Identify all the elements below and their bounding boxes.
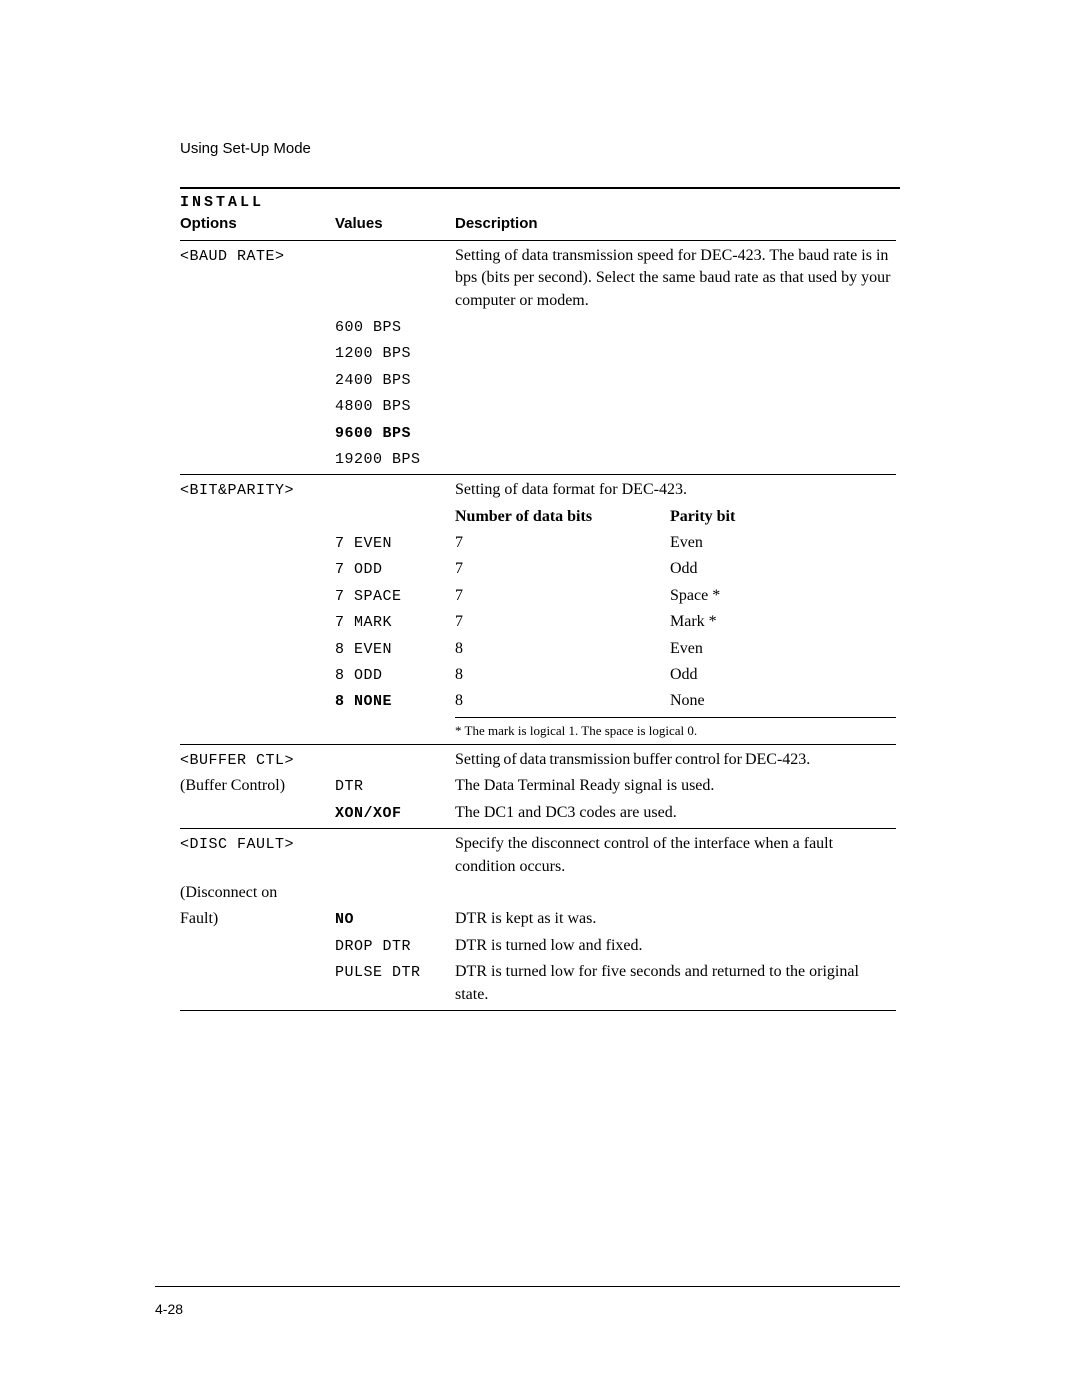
bitparity-option: <BIT&PARITY> <box>180 482 294 499</box>
col-head-values: Values <box>335 215 383 232</box>
bufferctl-sub: (Buffer Control) <box>180 773 335 799</box>
baudrate-val-3: 4800 BPS <box>335 398 411 415</box>
bc-d1: The DC1 and DC3 codes are used. <box>455 800 900 826</box>
section-header: Using Set-Up Mode <box>180 140 900 157</box>
bp-b5: 8 <box>455 664 670 686</box>
bp-b0: 7 <box>455 532 670 554</box>
df-d1: DTR is turned low and fixed. <box>455 933 900 959</box>
bp-v0: 7 EVEN <box>335 535 392 552</box>
baudrate-desc: Setting of data transmission speed for D… <box>455 243 900 314</box>
bc-v0: DTR <box>335 778 364 795</box>
bufferctl-desc: Setting of data transmission buffer cont… <box>455 747 900 773</box>
bc-v1: XON/XOF <box>335 805 402 822</box>
bp-b4: 8 <box>455 638 670 660</box>
df-v0: NO <box>335 911 354 928</box>
bp-v1: 7 ODD <box>335 561 383 578</box>
baudrate-val-1: 1200 BPS <box>335 345 411 362</box>
page-content: Using Set-Up Mode INSTALL Options Values… <box>0 0 1080 1013</box>
bp-p0: Even <box>670 532 896 554</box>
options-table: INSTALL Options Values Description <BAUD… <box>180 189 900 1013</box>
bp-b3: 7 <box>455 611 670 633</box>
bitparity-footnote: * The mark is logical 1. The space is lo… <box>455 720 900 742</box>
baudrate-val-2: 2400 BPS <box>335 372 411 389</box>
bp-v2: 7 SPACE <box>335 588 402 605</box>
baudrate-val-0: 600 BPS <box>335 319 402 336</box>
df-v2: PULSE DTR <box>335 964 421 981</box>
discfault-sub1: (Disconnect on <box>180 880 335 906</box>
bitparity-subcol1: Number of data bits <box>455 506 670 528</box>
bufferctl-option: <BUFFER CTL> <box>180 752 294 769</box>
col-head-options-2: Options <box>180 215 237 232</box>
bp-p2: Space * <box>670 585 896 607</box>
bp-p3: Mark * <box>670 611 896 633</box>
bp-v6: 8 NONE <box>335 693 392 710</box>
bitparity-desc: Setting of data format for DEC-423. <box>455 477 900 503</box>
bitparity-subcol2: Parity bit <box>670 506 896 528</box>
bp-p5: Odd <box>670 664 896 686</box>
bp-p4: Even <box>670 638 896 660</box>
bp-b6: 8 <box>455 690 670 712</box>
bp-p1: Odd <box>670 558 896 580</box>
footer-rule <box>155 1286 900 1287</box>
baudrate-val-4: 9600 BPS <box>335 425 411 442</box>
bp-b1: 7 <box>455 558 670 580</box>
discfault-desc: Specify the disconnect control of the in… <box>455 831 900 880</box>
discfault-option: <DISC FAULT> <box>180 836 294 853</box>
df-v1: DROP DTR <box>335 938 411 955</box>
bp-v4: 8 EVEN <box>335 641 392 658</box>
page-number: 4-28 <box>155 1301 900 1317</box>
baudrate-val-5: 19200 BPS <box>335 451 421 468</box>
bp-b2: 7 <box>455 585 670 607</box>
baudrate-option: <BAUD RATE> <box>180 248 285 265</box>
col-head-options-1: INSTALL <box>180 194 264 211</box>
col-head-description: Description <box>455 215 538 232</box>
bc-d0: The Data Terminal Ready signal is used. <box>455 773 900 799</box>
page-footer: 4-28 <box>155 1286 900 1317</box>
bp-p6: None <box>670 690 896 712</box>
df-d0: DTR is kept as it was. <box>455 906 900 932</box>
bp-v3: 7 MARK <box>335 614 392 631</box>
df-d2: DTR is turned low for five seconds and r… <box>455 959 900 1008</box>
discfault-sub2: Fault) <box>180 906 335 932</box>
bp-v5: 8 ODD <box>335 667 383 684</box>
